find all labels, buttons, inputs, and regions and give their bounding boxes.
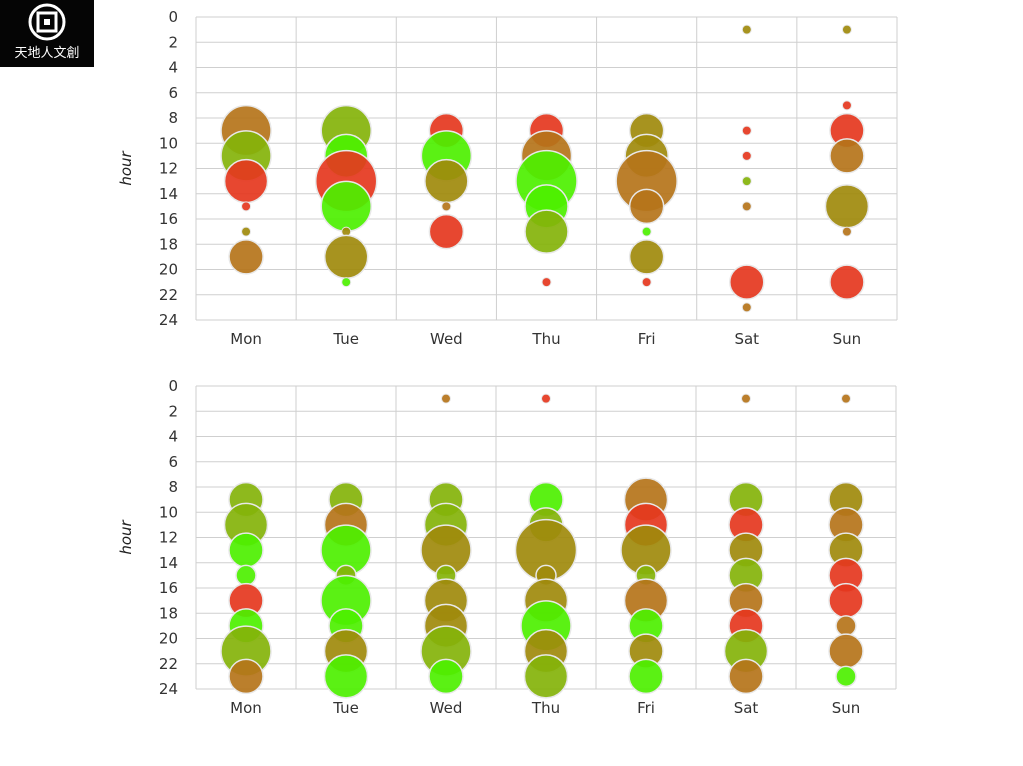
bubble-point [228,658,264,695]
y-tick-label: 16 [159,579,178,597]
bubble-point [323,654,369,699]
y-tick-label: 8 [168,109,178,127]
y-tick-label: 16 [159,210,178,228]
bubble-point [523,654,569,699]
bubble-point [835,615,857,637]
bubble-point [841,100,852,111]
y-axis-label: hour [117,150,135,185]
bubble-point [741,201,752,212]
y-tick-label: 2 [168,402,178,420]
bubble-point [428,213,465,250]
x-tick-label: Thu [531,330,560,348]
bubble-point [741,302,752,313]
x-tick-label: Wed [430,699,463,717]
square-emblem-icon [28,3,66,41]
bubble-point [341,277,352,288]
y-tick-label: 10 [159,134,178,152]
x-tick-label: Sat [734,699,759,717]
bubble-point [641,226,652,237]
bubble-point [841,24,852,35]
x-tick-label: Sun [832,699,861,717]
y-tick-label: 4 [168,428,178,446]
bubble-point [541,393,551,404]
bubble-point [228,239,264,275]
bubble-point [628,188,665,225]
bubble-point [228,532,264,568]
y-tick-label: 20 [159,630,178,648]
bubble-point [424,158,469,204]
x-tick-label: Mon [230,330,262,348]
bubble-point [741,125,752,136]
y-tick-label: 22 [159,286,178,304]
bubble-point [729,264,765,300]
y-tick-label: 18 [159,235,178,253]
x-tick-label: Sat [734,330,759,348]
x-tick-label: Tue [332,330,359,348]
y-tick-label: 12 [159,160,178,178]
y-axis-label: hour [117,519,135,554]
bubble-point [828,633,864,669]
bubble-point [223,158,269,204]
bubble-point [641,277,652,288]
x-tick-label: Fri [637,699,655,717]
bubble-point [828,582,864,619]
bubble-point [835,665,857,688]
bubble-point [241,226,252,237]
bubble-point [741,24,752,35]
y-tick-label: 4 [168,59,178,77]
y-tick-label: 12 [159,529,178,547]
y-tick-label: 0 [168,8,178,26]
bubble-point [628,658,664,695]
bubble-point [241,201,252,212]
x-tick-label: Mon [230,699,262,717]
bubble-point [829,264,865,300]
bubble-point [441,393,451,404]
y-tick-label: 24 [159,311,178,329]
y-tick-label: 6 [168,84,178,102]
bubble-point [323,234,369,280]
y-tick-label: 2 [168,33,178,51]
bubble-point [829,138,865,174]
bubble-point [741,176,752,187]
y-tick-label: 6 [168,453,178,471]
y-tick-label: 22 [159,655,178,673]
y-tick-label: 20 [159,261,178,279]
x-tick-label: Thu [531,699,560,717]
bubble-point [728,658,764,695]
x-tick-label: Wed [430,330,463,348]
bubble-point [541,277,552,288]
bubble-point [441,201,452,212]
bubble-point [824,184,870,229]
x-tick-label: Fri [638,330,656,348]
bubble-point [741,393,751,404]
x-tick-label: Sun [833,330,862,348]
y-tick-label: 24 [159,680,178,698]
logo: 天地人文創 [0,0,94,67]
y-tick-label: 14 [159,185,178,203]
bubble-point [320,180,372,233]
bubble-point [741,150,752,161]
y-tick-label: 18 [159,604,178,622]
y-tick-label: 10 [159,503,178,521]
y-tick-label: 14 [159,554,178,572]
bubble-point [628,239,665,275]
bubble-point [841,393,851,404]
logo-text: 天地人文創 [14,46,80,61]
bubble-point [524,209,569,254]
bubble-point [428,658,464,695]
y-tick-label: 0 [168,377,178,395]
bubble-point [841,226,852,237]
y-tick-label: 8 [168,478,178,496]
bubble-point [235,564,257,587]
x-tick-label: Tue [332,699,359,717]
